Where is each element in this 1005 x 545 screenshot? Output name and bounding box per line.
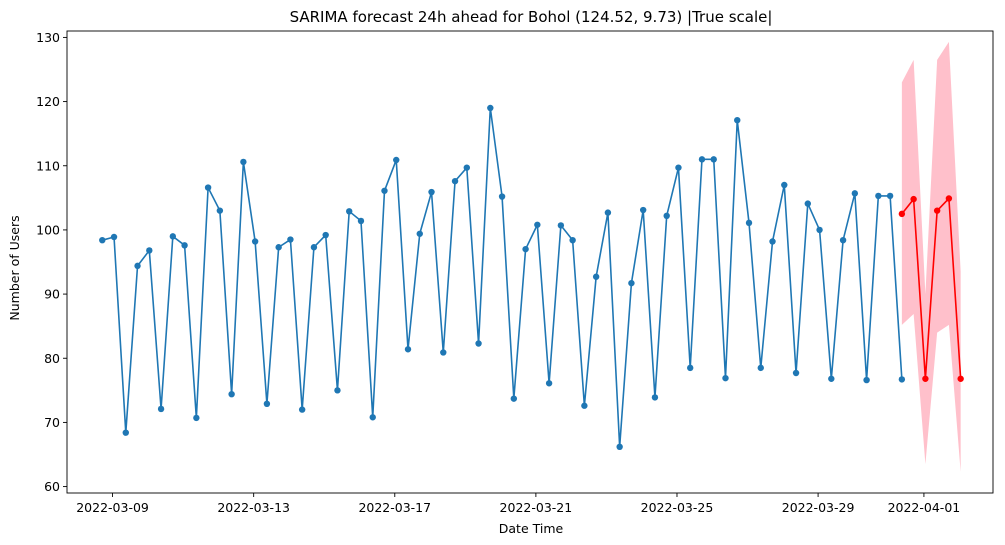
y-tick-label-5: 110	[36, 158, 60, 173]
y-tick-label-3: 90	[44, 287, 60, 302]
data-point-0-2	[122, 429, 129, 436]
data-point-0-16	[287, 236, 294, 243]
data-point-1-1	[910, 195, 917, 203]
data-point-0-41	[581, 402, 588, 409]
x-tick-label-5: 2022-03-29	[782, 500, 855, 515]
data-point-0-30	[451, 177, 459, 185]
data-point-0-28	[428, 188, 435, 196]
data-point-0-29	[440, 349, 447, 356]
data-point-0-6	[169, 233, 177, 240]
data-point-1-4	[945, 195, 953, 202]
series-line-0	[102, 107, 903, 448]
confidence-band-1	[901, 41, 961, 472]
plot-frame	[66, 30, 994, 494]
data-point-0-62	[828, 375, 835, 382]
data-point-0-43	[604, 209, 612, 216]
y-tick-label-1: 70	[44, 415, 60, 430]
data-point-0-10	[216, 207, 224, 214]
data-point-0-65	[863, 376, 870, 384]
data-point-0-25	[393, 156, 400, 164]
y-tick-label-2: 80	[44, 351, 60, 366]
data-point-0-24	[381, 187, 388, 194]
data-point-0-57	[769, 238, 776, 245]
y-tick-label-6: 120	[36, 94, 60, 109]
x-tick-label-2: 2022-03-17	[358, 500, 431, 515]
data-point-0-32	[475, 340, 482, 347]
data-point-0-67	[886, 192, 894, 200]
data-point-0-33	[487, 104, 494, 112]
data-point-0-58	[781, 181, 788, 189]
data-point-0-39	[557, 222, 565, 229]
data-point-0-51	[698, 156, 706, 163]
data-point-0-61	[816, 226, 823, 234]
data-point-0-68	[898, 376, 906, 383]
data-point-0-45	[628, 279, 635, 287]
data-point-0-17	[298, 406, 306, 413]
y-tick-label-7: 130	[36, 30, 60, 45]
y-tick-label-0: 60	[44, 479, 60, 494]
data-point-0-52	[710, 156, 717, 163]
data-point-0-35	[510, 395, 518, 402]
data-point-0-27	[416, 230, 423, 237]
data-point-0-26	[404, 346, 412, 353]
data-point-0-13	[251, 238, 259, 245]
data-point-0-59	[792, 369, 800, 377]
data-point-0-63	[839, 236, 847, 244]
data-point-1-0	[898, 210, 906, 218]
data-point-0-48	[663, 212, 670, 219]
x-tick-label-0: 2022-03-09	[76, 500, 149, 515]
data-point-0-8	[193, 414, 200, 422]
data-point-0-11	[228, 390, 235, 398]
data-point-0-42	[592, 273, 600, 280]
data-point-0-49	[675, 164, 682, 171]
data-point-1-3	[933, 207, 941, 214]
data-point-0-53	[722, 374, 729, 382]
data-point-0-66	[875, 192, 882, 200]
y-axis-label: Number of Users	[7, 215, 22, 320]
x-tick-label-6: 2022-04-01	[888, 500, 961, 515]
chart-title: SARIMA forecast 24h ahead for Bohol (124…	[290, 8, 773, 26]
x-tick-label-1: 2022-03-13	[217, 500, 290, 515]
data-point-0-19	[322, 231, 329, 239]
x-tick-label-4: 2022-03-25	[641, 500, 714, 515]
data-point-1-5	[957, 375, 964, 382]
data-point-0-21	[346, 208, 353, 215]
data-point-0-20	[334, 387, 341, 394]
data-point-0-23	[369, 414, 376, 421]
data-point-0-44	[616, 443, 623, 450]
data-point-0-14	[263, 400, 271, 408]
data-point-0-37	[534, 221, 541, 228]
data-point-0-64	[851, 190, 859, 197]
data-point-0-12	[240, 158, 247, 166]
data-point-1-2	[922, 375, 929, 382]
data-point-0-47	[651, 394, 659, 401]
x-axis-label: Date Time	[499, 521, 564, 536]
data-point-0-9	[204, 184, 212, 191]
data-point-0-40	[569, 236, 576, 244]
data-point-0-3	[134, 262, 141, 270]
data-point-0-7	[181, 242, 188, 249]
data-point-0-18	[310, 244, 318, 251]
data-point-0-0	[99, 236, 106, 244]
data-point-0-31	[463, 164, 470, 171]
data-point-0-5	[157, 405, 165, 413]
data-point-0-54	[734, 116, 741, 124]
data-point-0-15	[275, 244, 282, 251]
data-point-0-55	[745, 219, 753, 227]
x-tick-label-3: 2022-03-21	[500, 500, 573, 515]
data-point-0-60	[804, 200, 811, 207]
data-point-0-56	[757, 364, 764, 372]
data-point-0-34	[498, 193, 506, 200]
data-point-0-36	[522, 245, 529, 253]
plot-area: 2022-03-09 2022-03-13 2022-03-17 2022-03-21…	[36, 30, 994, 515]
data-point-0-22	[357, 217, 365, 225]
data-point-0-4	[146, 247, 153, 254]
data-point-0-38	[545, 380, 553, 387]
y-tick-label-4: 100	[36, 222, 60, 237]
data-point-0-46	[639, 206, 647, 214]
data-point-0-1	[110, 233, 118, 241]
data-point-0-50	[687, 364, 694, 372]
